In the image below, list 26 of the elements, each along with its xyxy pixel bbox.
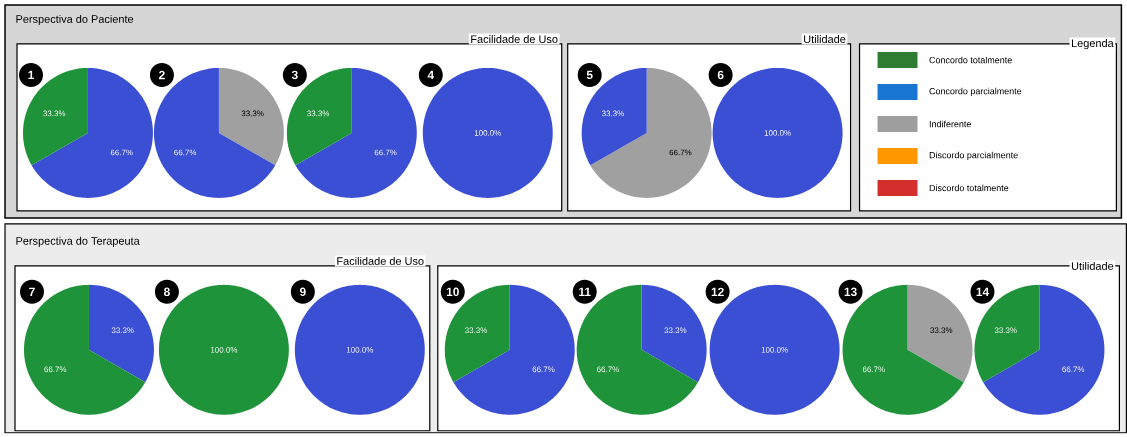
chart-title: 7 (29, 287, 35, 297)
chart-title: 13 (844, 287, 857, 297)
chart-title: 12 (711, 287, 724, 297)
text: Facilidade de Uso (337, 257, 424, 266)
text: Perspectiva do Terapeuta (16, 236, 140, 248)
chart-title: 3 (291, 70, 298, 80)
chart-title: 8 (163, 287, 170, 297)
chart-title: 11 (579, 287, 591, 297)
chart-title: 4 (427, 70, 435, 80)
text: Legenda (1071, 39, 1114, 50)
category-label: Concordo parcialmente (929, 87, 1022, 97)
text: Utilidade (804, 35, 846, 44)
category-label: Discordo parcialmente (929, 151, 1018, 161)
text: Facilidade de Uso (471, 35, 558, 44)
chart-title: 5 (586, 70, 593, 80)
category-label: Discordo totalmente (929, 184, 1009, 192)
chart-title: 1 (28, 70, 34, 80)
text: Utilidade (1071, 262, 1114, 271)
chart-title: 6 (717, 70, 724, 80)
chart-title: 14 (976, 287, 990, 297)
text: Perspectiva do Paciente (16, 15, 134, 26)
category-label: Indiferente (929, 120, 971, 128)
category-label: Concordo totalmente (929, 56, 1012, 64)
chart-title: 9 (299, 287, 306, 297)
chart-title: 10 (446, 287, 459, 297)
chart-title: 2 (159, 70, 165, 80)
